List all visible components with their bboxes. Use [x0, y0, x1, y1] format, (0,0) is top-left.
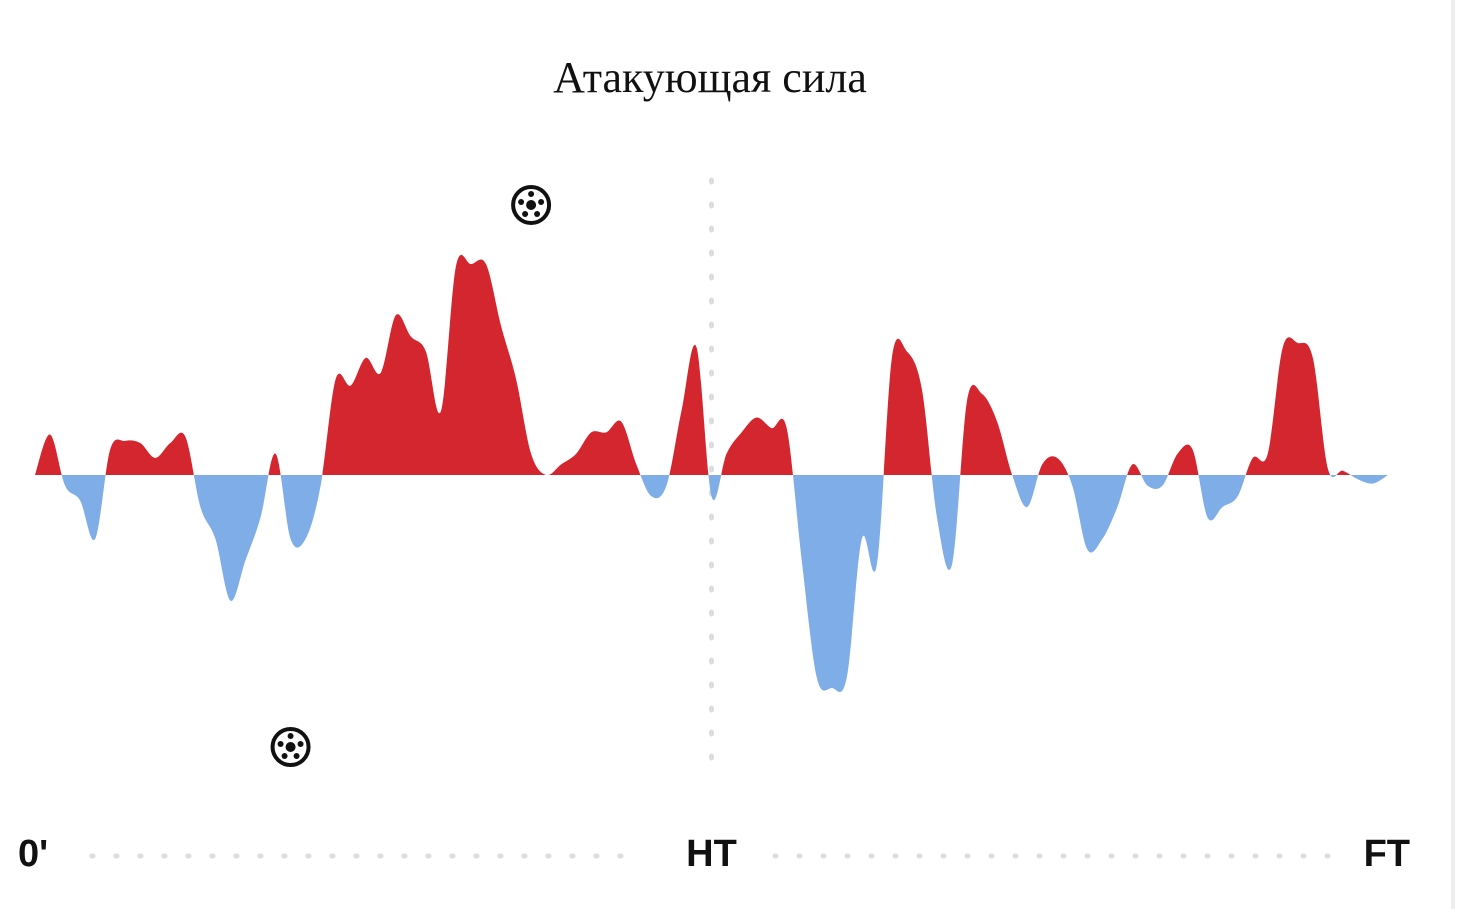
x-tick-label: 0': [18, 833, 48, 875]
ball-patch: [518, 199, 525, 205]
x-tick-label: HT: [686, 833, 737, 875]
x-tick-label: FT: [1364, 833, 1410, 875]
ball-patch: [297, 741, 304, 747]
goal-icon: [270, 727, 311, 767]
ball-patch: [277, 741, 284, 747]
ball-patch: [538, 199, 545, 205]
attack-area-positive: [35, 254, 1388, 475]
ball-patch: [534, 211, 541, 217]
ball-patch: [281, 753, 288, 759]
goal-icon: [511, 185, 552, 225]
chart-title: Атакующая сила: [553, 53, 867, 102]
ball-patch: [287, 733, 294, 739]
ball-patch: [522, 211, 529, 217]
ball-center: [526, 200, 537, 210]
ball-patch: [293, 753, 300, 759]
ball-center: [285, 742, 296, 752]
ball-patch: [528, 191, 535, 197]
